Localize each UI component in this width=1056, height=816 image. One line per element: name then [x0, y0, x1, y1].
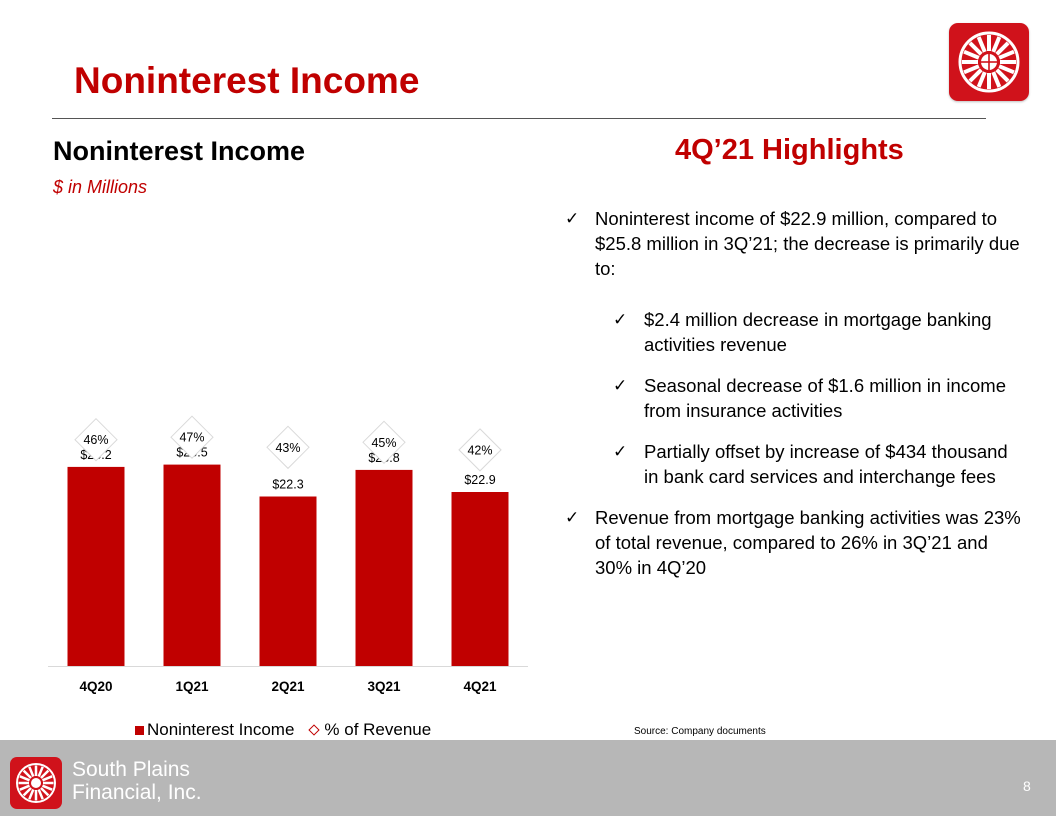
bullet-text: Noninterest income of $22.9 million, com…: [595, 208, 1020, 279]
title-divider: [52, 118, 986, 119]
logo-spoke: [998, 49, 1015, 60]
list-item: ✓ $2.4 million decrease in mortgage bank…: [565, 307, 1025, 357]
percent-label: 46%: [83, 433, 108, 447]
page-number: 8: [1023, 778, 1031, 794]
logo-spoke: [991, 71, 1002, 88]
company-name-line2: Financial, Inc.: [72, 781, 202, 804]
legend-bar-swatch: [135, 725, 144, 735]
legend-label: % of Revenue: [324, 720, 432, 739]
footer-bar: South Plains Financial, Inc. 8: [0, 740, 1056, 816]
logo-spoke: [28, 766, 35, 778]
percent-diamond-marker: [362, 420, 406, 465]
percent-diamond-marker: [74, 417, 118, 462]
bullet-text: Partially offset by increase of $434 tho…: [644, 441, 1008, 487]
noninterest-income-chart: $26.24Q2046%$26.51Q2147%$22.32Q2143%$25.…: [48, 415, 528, 694]
x-tick-label: 3Q21: [367, 679, 401, 694]
check-icon: ✓: [613, 310, 628, 329]
chart-subtitle: $ in Millions: [53, 177, 148, 197]
percent-diamond-marker: [170, 415, 214, 459]
percent-diamond-marker: [458, 428, 502, 472]
logo-spoke: [40, 769, 50, 779]
logo-spoke: [963, 49, 980, 60]
south-plains-wheel-logo-icon: [958, 31, 1020, 93]
logo-spoke: [40, 787, 50, 797]
chart-legend: Noninterest Income % of Revenue: [135, 720, 445, 740]
percent-label: 47%: [179, 431, 204, 445]
footer-company-name: South Plains Financial, Inc.: [72, 758, 202, 804]
logo-spoke: [22, 787, 32, 797]
logo-spoke: [968, 41, 983, 56]
source-note: Source: Company documents: [634, 726, 766, 737]
bar-4Q20: [67, 466, 125, 666]
check-icon: ✓: [565, 508, 580, 527]
logo-spoke: [41, 775, 53, 782]
logo-spoke: [22, 769, 32, 779]
logo-spoke: [37, 766, 44, 778]
list-item: ✓ Noninterest income of $22.9 million, c…: [565, 206, 1025, 281]
legend-label: Noninterest Income: [147, 720, 295, 739]
logo-icon: [949, 23, 1029, 101]
south-plains-wheel-logo-icon: [10, 757, 62, 809]
bar-value-label: $22.3: [272, 478, 303, 492]
list-item: ✓ Partially offset by increase of $434 t…: [565, 439, 1025, 489]
highlights-list: ✓ Noninterest income of $22.9 million, c…: [565, 206, 1025, 580]
legend-item-percent-revenue: % of Revenue: [308, 720, 431, 740]
bullet-text: $2.4 million decrease in mortgage bankin…: [644, 309, 992, 355]
x-tick-label: 4Q21: [463, 679, 497, 694]
bar-4Q21: [451, 492, 509, 666]
list-item: ✓ Seasonal decrease of $1.6 million in i…: [565, 373, 1025, 423]
check-icon: ✓: [613, 376, 628, 395]
percent-label: 43%: [275, 441, 300, 455]
logo-spoke: [995, 68, 1010, 83]
logo-spoke: [976, 36, 987, 53]
percent-label: 45%: [371, 436, 396, 450]
percent-diamond-marker: [266, 425, 310, 470]
footer-logo-icon: [10, 757, 62, 809]
logo-spoke: [41, 784, 53, 791]
logo-spoke: [963, 64, 980, 75]
x-tick-label: 4Q20: [79, 679, 112, 694]
legend-item-noninterest-income: Noninterest Income: [135, 720, 294, 740]
logo-spoke: [968, 68, 983, 83]
logo-spoke: [998, 64, 1015, 75]
logo-spoke: [995, 41, 1010, 56]
highlights-title: 4Q’21 Highlights: [675, 134, 904, 166]
bar-2Q21: [259, 496, 317, 666]
bullet-text: Seasonal decrease of $1.6 million in inc…: [644, 375, 1006, 421]
logo-spoke: [19, 775, 31, 782]
slide-title: Noninterest Income: [74, 60, 420, 101]
list-item: ✓ Revenue from mortgage banking activiti…: [565, 505, 1025, 580]
company-name-line1: South Plains: [72, 758, 190, 781]
bar-1Q21: [163, 464, 221, 666]
logo-spoke: [28, 788, 35, 800]
logo-spoke: [19, 784, 31, 791]
x-tick-label: 1Q21: [175, 679, 209, 694]
chart-heading: Noninterest Income: [53, 136, 306, 166]
bar-value-label: $22.9: [464, 473, 495, 487]
bullet-text: Revenue from mortgage banking activities…: [595, 507, 1021, 578]
percent-label: 42%: [467, 443, 492, 457]
check-icon: ✓: [565, 209, 580, 228]
x-tick-label: 2Q21: [271, 679, 305, 694]
legend-diamond-swatch: [308, 724, 321, 736]
logo-spoke: [976, 71, 987, 88]
check-icon: ✓: [613, 442, 628, 461]
bar-3Q21: [355, 469, 413, 666]
logo-spoke: [991, 36, 1002, 53]
logo-spoke: [37, 788, 44, 800]
